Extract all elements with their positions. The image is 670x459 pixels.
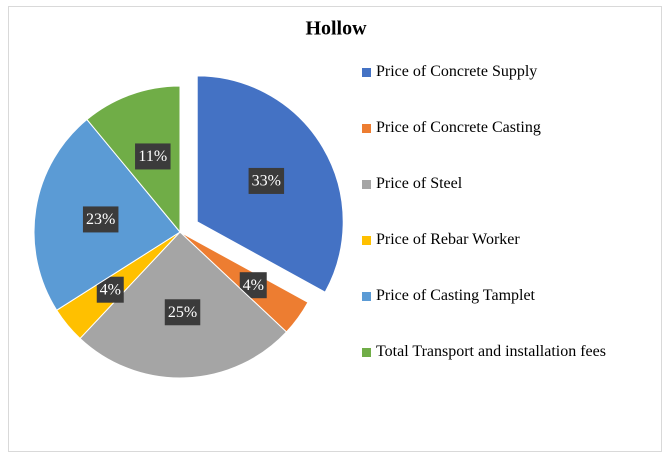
legend-item: Price of Casting Tamplet [362, 286, 662, 342]
data-label: 11% [138, 148, 167, 165]
legend-swatch [362, 180, 371, 189]
chart-title: Hollow [305, 18, 367, 40]
legend: Price of Concrete Supply Price of Concret… [362, 62, 662, 398]
legend-swatch [362, 236, 371, 245]
legend-label: Price of Concrete Supply [376, 63, 538, 80]
legend-label: Price of Concrete Casting [376, 119, 541, 136]
data-label: 25% [168, 304, 197, 321]
data-label-box [82, 206, 119, 233]
data-label-box [248, 167, 285, 194]
legend-swatch [362, 292, 371, 301]
legend-label: Total Transport and installation fees [376, 343, 606, 360]
data-label: 4% [243, 277, 264, 294]
data-label-box [164, 299, 201, 326]
legend-item: Total Transport and installation fees [362, 342, 662, 398]
data-label: 4% [100, 281, 121, 298]
legend-item: Price of Rebar Worker [362, 230, 662, 286]
data-label-box [135, 143, 171, 170]
data-label: 33% [252, 173, 281, 190]
legend-label: Price of Casting Tamplet [376, 287, 535, 304]
legend-item: Price of Concrete Casting [362, 118, 662, 174]
legend-swatch [362, 124, 371, 133]
legend-swatch [362, 348, 371, 357]
data-label: 23% [86, 211, 115, 228]
legend-label: Price of Rebar Worker [376, 231, 520, 248]
legend-item: Price of Steel [362, 174, 662, 230]
pie-slice [86, 85, 181, 234]
legend-label: Price of Steel [376, 175, 463, 192]
legend-item: Price of Concrete Supply [362, 62, 662, 118]
legend-swatch [362, 68, 371, 77]
